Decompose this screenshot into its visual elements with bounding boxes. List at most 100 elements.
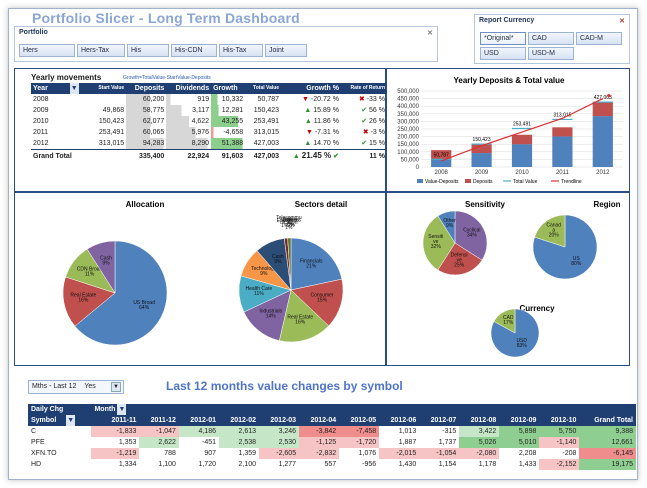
slice-label: Defensi ve 25% <box>451 253 468 269</box>
value-cell: 1,433 <box>518 461 537 468</box>
legend-label: Value-Deposits <box>425 179 459 185</box>
year-cell: 2011 <box>33 129 49 136</box>
currency-slicer: Report Currency ✕ *Original* CAD CAD-M US… <box>474 14 630 64</box>
bar-deposits <box>552 127 573 137</box>
slicer-item-hers[interactable]: Hers <box>19 44 75 57</box>
slicer-item-his[interactable]: His <box>127 44 169 57</box>
value-cell: 12,661 <box>579 437 636 448</box>
pie-title: Region <box>593 200 620 209</box>
slice-label: Real Estate 16% <box>287 314 313 325</box>
portfolio-slicer-label: Portfolio <box>19 29 48 36</box>
monthly-changes-table: Daily Chg Month ▼ Symbol ▼ 2011-11 2011-12 20… <box>28 404 636 470</box>
col-growth: Growth <box>211 83 246 94</box>
month-header: 2012-08 <box>459 415 500 426</box>
growth-cell: 10,332 <box>211 94 246 105</box>
col-year[interactable]: Year ▼ <box>31 83 91 94</box>
yearly-row: 2011 253,491 60,065 5,976 -4,658 313,015 ▼ -7.… <box>31 127 387 138</box>
grand-total-row: Grand Total 335,400 22,924 91,603 427,00… <box>31 149 387 162</box>
currency-item-cad[interactable]: CAD <box>528 32 574 45</box>
currency-item-original[interactable]: *Original* <box>480 32 526 45</box>
slicer-item-hers-tax[interactable]: Hers-Tax <box>77 44 125 57</box>
month-header: 2012-10 <box>539 415 580 426</box>
page-title: Portfolio Slicer - Long Term Dashboard <box>32 10 300 26</box>
filter-icon[interactable]: ▼ <box>69 83 79 94</box>
ror-cell: ✔ 15 % <box>361 140 385 147</box>
x-tick-label: 2010 <box>515 170 529 176</box>
growth-cell: 12,281 <box>211 105 246 116</box>
sensitivity-region-currency-charts: Sensitivity Cyclical 34% Defensi ve 25% Sensit… <box>422 200 621 358</box>
slice-label: Energy 1% <box>277 218 293 229</box>
clear-filter-icon[interactable]: ✕ <box>427 30 433 37</box>
value-cell: -315 <box>442 428 457 435</box>
deposits-chart-panel: Yearly Deposits & Total value 0 50,000 100,… <box>386 68 630 192</box>
value-cell: 2,622 <box>139 437 179 448</box>
slice-label: Financials 21% <box>300 258 323 269</box>
clear-filter-icon[interactable]: ✕ <box>619 18 625 25</box>
data-label: 150,423 <box>473 137 491 143</box>
slice-label: Technology 9% <box>251 266 277 277</box>
value-cell: 2,538 <box>219 437 260 448</box>
slice-label: Consumer 15% <box>310 292 333 303</box>
y-tick-label: 150,000 <box>397 142 419 148</box>
cross-icon: ✖ <box>362 129 369 136</box>
currency-item-usd-m[interactable]: USD-M <box>528 47 574 60</box>
grand-total-growth-pct: ▲ 21.45 % ✔ <box>281 149 341 162</box>
value-cell: 3,422 <box>459 426 500 437</box>
year-cell: 2008 <box>33 96 49 103</box>
year-cell: 2009 <box>33 107 49 114</box>
pie-slice <box>290 278 344 327</box>
bar-deposits <box>431 150 452 160</box>
col-start-value: Start Value <box>90 83 127 94</box>
slicer-item-joint[interactable]: Joint <box>265 44 307 57</box>
growth-pct-cell: ▼ -7.31 % <box>305 129 339 136</box>
month-header: 2012-06 <box>379 415 420 426</box>
grand-total-ror: 11 % <box>340 149 387 162</box>
pie-slice <box>279 289 330 343</box>
bar-deposits <box>592 101 613 117</box>
start-value-cell <box>90 94 126 105</box>
value-cell: -2,152 <box>539 459 580 470</box>
arrow-up-icon: ▲ <box>304 118 312 125</box>
pie-slice <box>490 308 540 358</box>
total-value-cell: 253,491 <box>253 118 280 125</box>
dividends-cell: 3,117 <box>166 105 212 116</box>
filter-icon[interactable]: ▼ <box>66 415 76 426</box>
value-cell: 2,530 <box>259 437 300 448</box>
value-cell: 2,208 <box>518 450 537 457</box>
currency-item-usd[interactable]: USD <box>480 47 526 60</box>
pie-slice <box>86 240 116 294</box>
filter-icon[interactable]: ▼ <box>117 404 127 415</box>
growth-pct-cell: ▲ 14.70 % <box>304 140 339 147</box>
y-tick-label: 0 <box>416 165 420 171</box>
value-cell: 2,100 <box>238 461 257 468</box>
slice-label: Telecommu nication 1% <box>276 215 302 231</box>
table-row: HD 1,334 1,100 1,720 2,100 1,277 557 -956 1,430 1… <box>28 459 636 470</box>
months-filter[interactable]: Mths - Last 12 Yes ▼ <box>28 380 124 394</box>
grand-total-dividends: 22,924 <box>166 149 212 162</box>
legend-label: Total Value <box>513 179 538 185</box>
slice-label: US 80% <box>571 256 582 267</box>
value-cell: -1,125 <box>299 437 340 448</box>
ror-cell: ✖ -33 % <box>358 96 385 103</box>
month-header: 2012-03 <box>259 415 300 426</box>
slice-label: Industrials 14% <box>259 309 282 320</box>
slicer-item-his-cdn[interactable]: His-CDN <box>171 44 217 57</box>
y-tick-label: 300,000 <box>397 119 419 125</box>
dividends-cell: 8,290 <box>166 138 212 150</box>
portfolio-slicer: Portfolio ✕ Hers Hers-Tax His His-CDN His… <box>14 26 438 62</box>
slice-label: Utilities 0% <box>283 218 300 229</box>
currency-item-cad-m[interactable]: CAD-M <box>576 32 622 45</box>
slicer-item-his-tax[interactable]: His-Tax <box>219 44 263 57</box>
value-cell: 1,013 <box>398 428 417 435</box>
allocation-panel: Allocation US Broad 64% Real Estate 16% CDN B… <box>14 192 386 366</box>
pie-slice <box>74 240 168 346</box>
value-cell: 557 <box>324 461 337 468</box>
filter-icon[interactable]: ▼ <box>111 382 121 392</box>
value-cell: 1,430 <box>398 461 417 468</box>
value-cell: 1,100 <box>158 461 176 468</box>
dashboard-frame <box>8 8 638 480</box>
changes-month-row: Symbol ▼ 2011-11 2011-12 2012-01 2012-02 2012… <box>28 415 636 426</box>
growth-cell: -4,658 <box>211 127 246 138</box>
x-tick-label: 2012 <box>596 170 610 176</box>
value-cell: 788 <box>164 450 176 457</box>
